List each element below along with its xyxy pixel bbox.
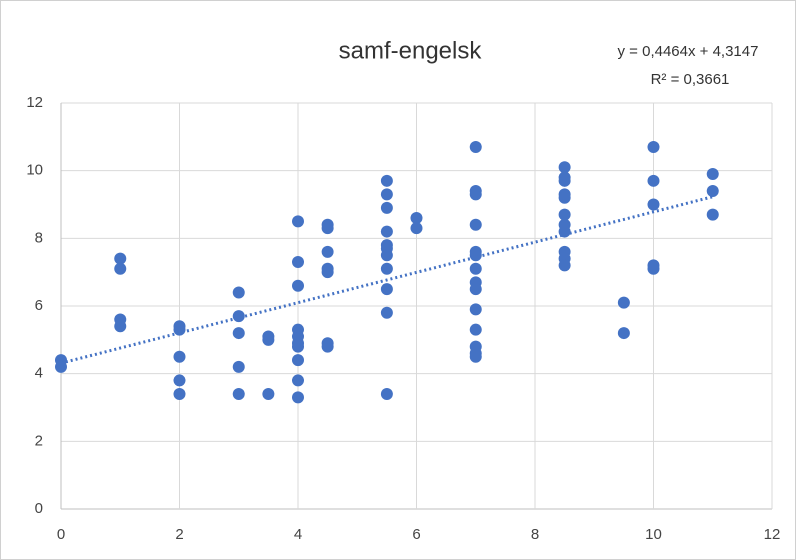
data-point <box>558 161 571 174</box>
data-point <box>292 256 304 269</box>
data-point <box>262 387 275 400</box>
data-point <box>469 262 482 275</box>
y-tick-label: 0 <box>35 500 43 517</box>
data-point <box>232 310 245 323</box>
data-point <box>173 387 186 400</box>
data-point <box>292 391 304 404</box>
data-point <box>706 184 719 197</box>
data-point <box>647 198 660 211</box>
data-point <box>232 387 245 400</box>
chart-title: samf-engelsk <box>339 37 483 64</box>
data-point <box>232 286 245 299</box>
x-tick-label: 4 <box>294 526 302 543</box>
data-point <box>410 222 423 235</box>
data-point <box>321 340 334 353</box>
data-point <box>469 140 482 153</box>
data-point <box>321 266 334 279</box>
data-point <box>617 327 630 340</box>
data-point <box>558 259 571 272</box>
data-point <box>114 320 127 333</box>
data-point <box>706 208 719 221</box>
data-point <box>173 323 186 336</box>
data-point <box>114 262 127 275</box>
data-point <box>173 374 186 387</box>
data-point <box>232 360 245 373</box>
data-point <box>469 188 482 201</box>
x-tick-label: 10 <box>645 526 662 543</box>
data-point <box>647 174 660 187</box>
data-point <box>292 340 304 353</box>
r-squared: R² = 0,3661 <box>651 71 730 88</box>
data-point <box>469 350 482 363</box>
data-point <box>380 306 393 319</box>
y-tick-label: 8 <box>35 229 43 246</box>
data-point <box>380 387 393 400</box>
data-point <box>292 279 304 292</box>
data-point <box>292 215 304 228</box>
data-point <box>380 174 393 187</box>
data-point <box>380 249 393 262</box>
data-point <box>380 283 393 296</box>
x-tick-label: 2 <box>175 526 183 543</box>
data-point <box>173 350 186 363</box>
data-point <box>292 374 304 387</box>
y-tick-label: 10 <box>26 162 43 179</box>
x-tick-label: 6 <box>412 526 420 543</box>
data-point <box>114 252 127 265</box>
data-point <box>617 296 630 309</box>
y-tick-label: 4 <box>35 365 43 382</box>
data-point <box>558 208 571 221</box>
data-point <box>380 201 393 214</box>
x-tick-label: 0 <box>57 526 65 543</box>
y-tick-label: 6 <box>35 297 43 314</box>
data-point <box>469 218 482 231</box>
data-point <box>410 212 423 225</box>
data-point <box>469 323 482 336</box>
data-point <box>469 283 482 296</box>
x-tick-label: 12 <box>764 526 781 543</box>
x-tick-label: 8 <box>531 526 539 543</box>
data-point <box>706 168 719 181</box>
data-point <box>262 333 275 346</box>
data-point <box>380 225 393 238</box>
data-point <box>469 249 482 262</box>
y-tick-label: 2 <box>35 432 43 449</box>
data-point <box>558 174 571 187</box>
data-point <box>647 262 660 275</box>
data-point <box>380 188 393 201</box>
data-point <box>469 303 482 316</box>
data-point <box>380 262 393 275</box>
data-point <box>321 222 334 235</box>
y-tick-label: 12 <box>26 94 43 111</box>
data-point <box>232 327 245 340</box>
trendline <box>60 195 714 365</box>
data-point <box>55 360 67 373</box>
data-point <box>647 140 660 153</box>
data-point <box>292 354 304 367</box>
data-point <box>321 245 334 258</box>
trendline-equation: y = 0,4464x + 4,3147 <box>618 43 759 60</box>
data-point <box>558 191 571 204</box>
